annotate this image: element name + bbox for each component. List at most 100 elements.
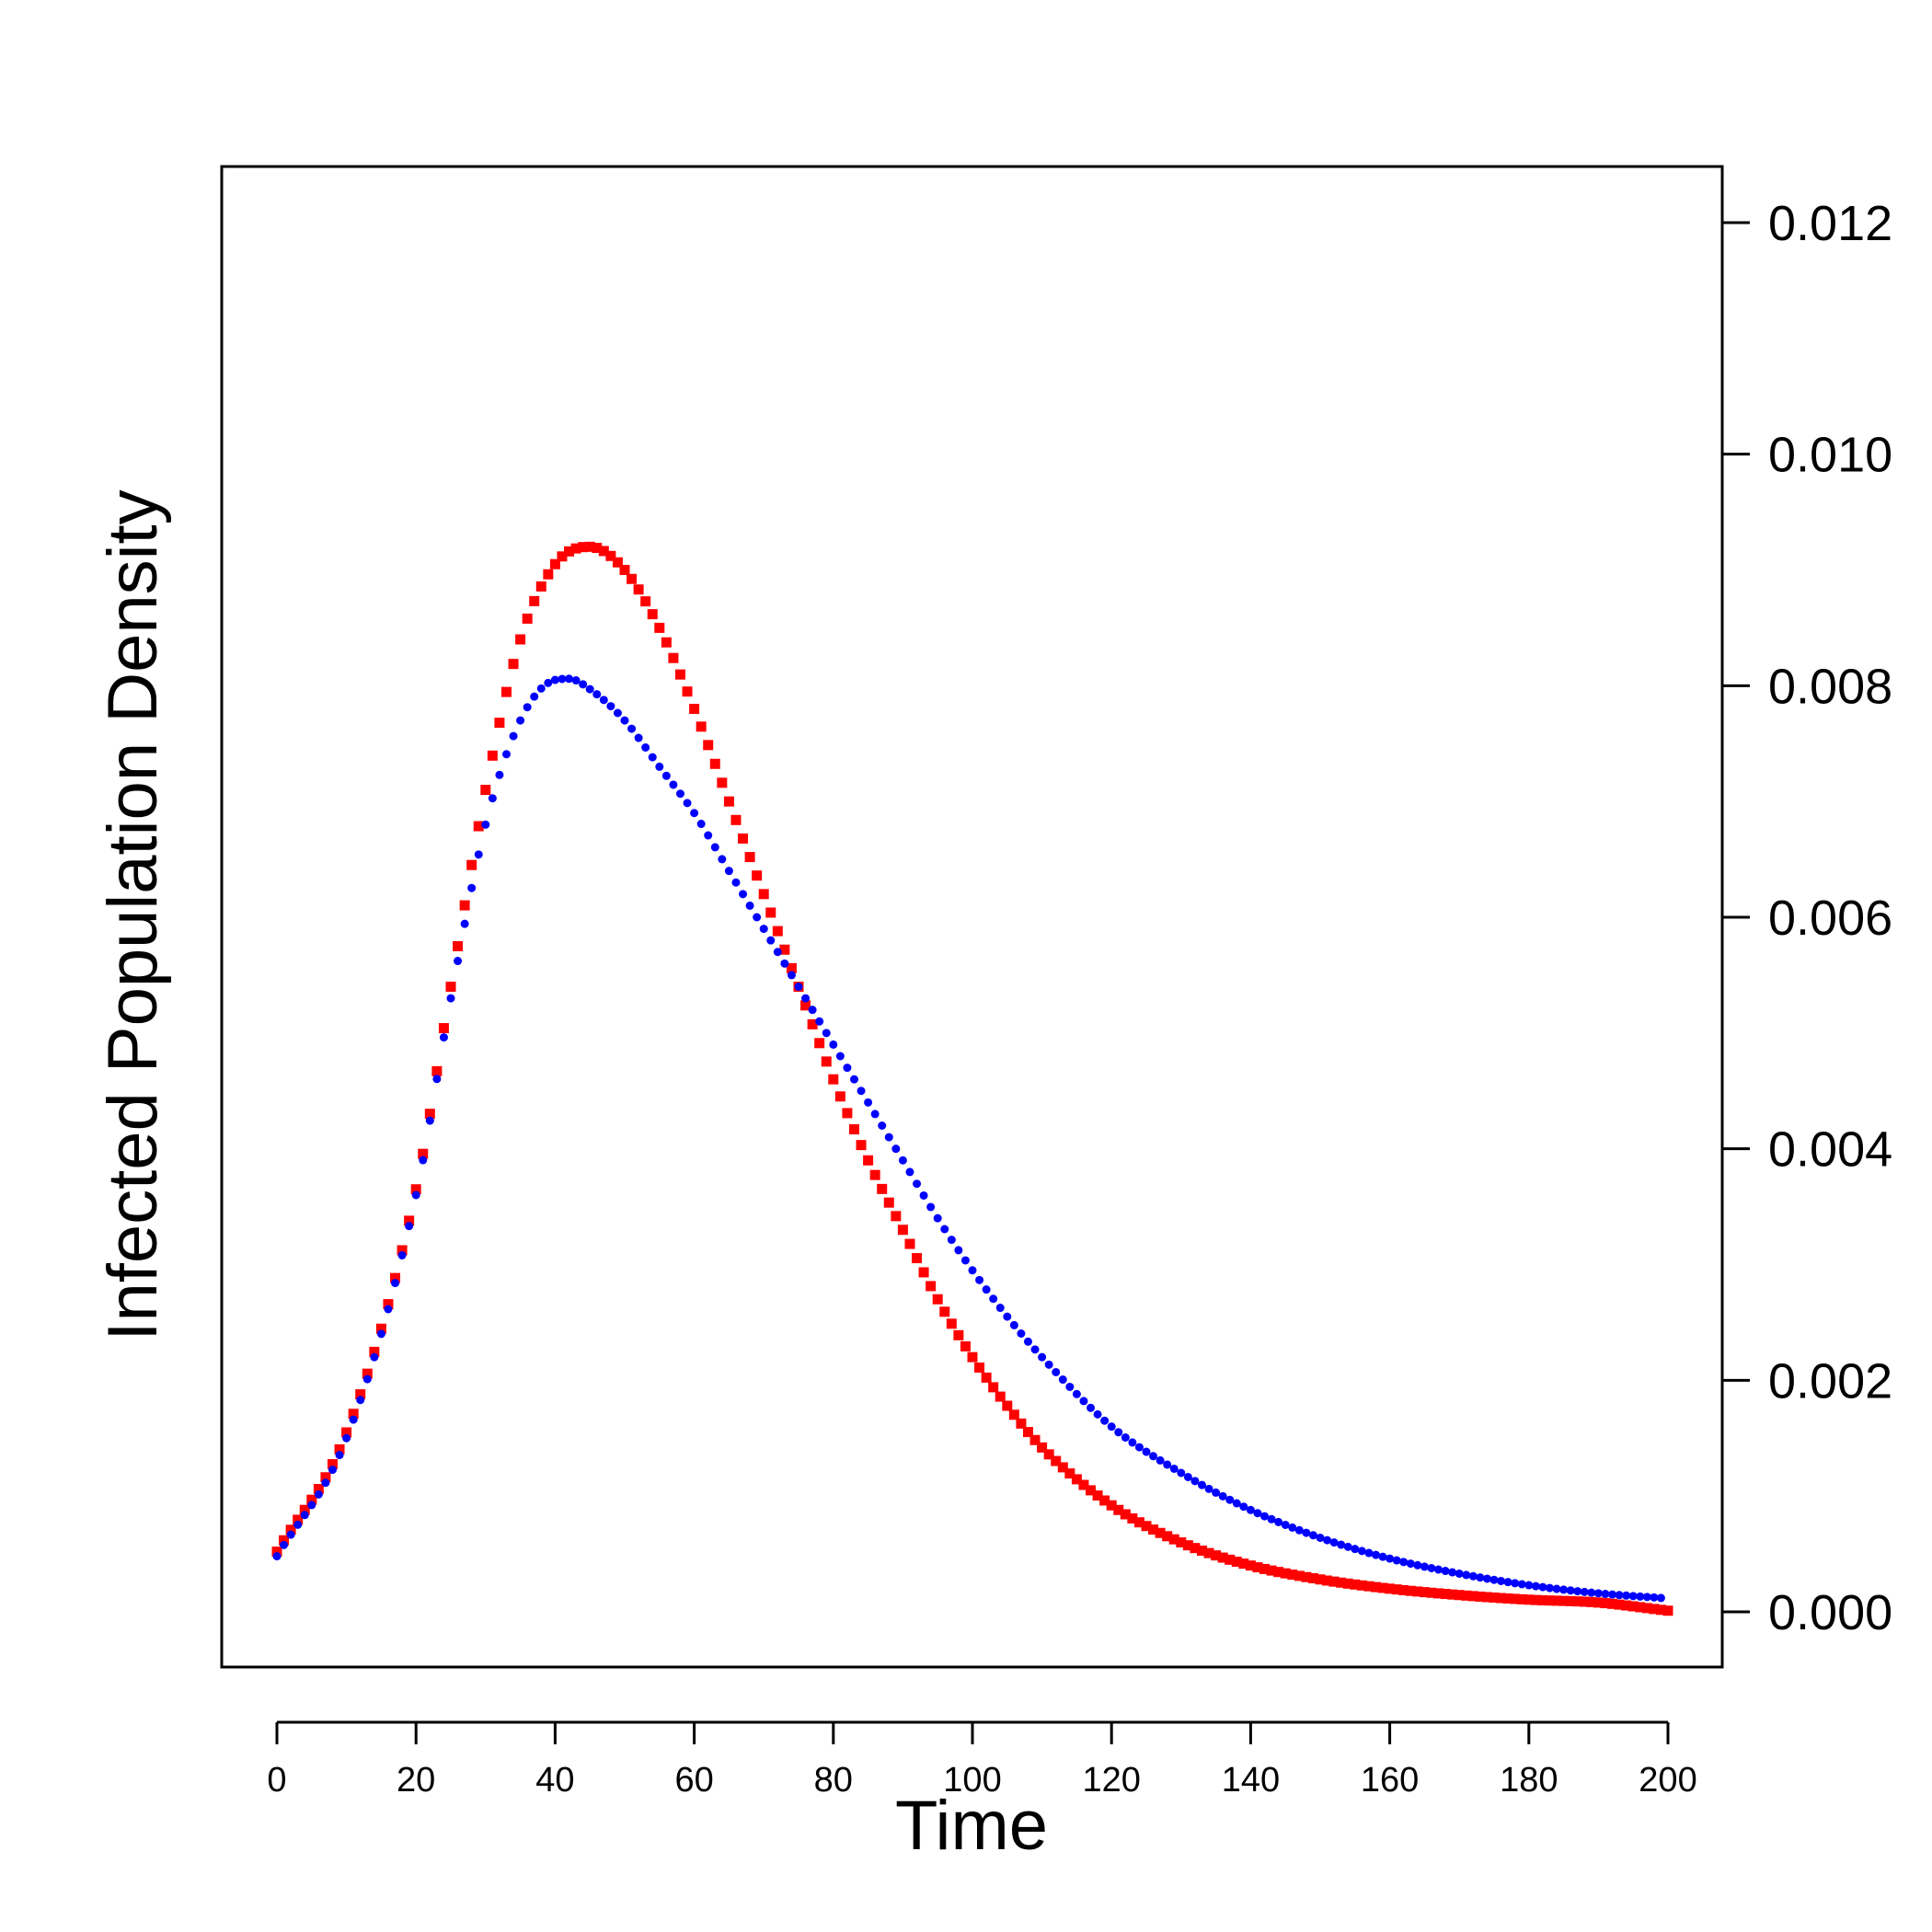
data-point-blue xyxy=(356,1396,365,1405)
data-point-red xyxy=(1252,1562,1263,1573)
data-point-red xyxy=(1627,1601,1639,1612)
data-point-blue xyxy=(634,733,643,742)
data-point-blue xyxy=(753,913,762,922)
data-point-red xyxy=(279,1535,290,1546)
data-point-red xyxy=(1002,1400,1013,1411)
data-point-blue xyxy=(1545,1583,1554,1593)
data-point-blue xyxy=(661,771,671,780)
data-point-red xyxy=(1141,1521,1152,1532)
data-point-blue xyxy=(808,1006,817,1015)
data-point-blue xyxy=(1058,1375,1067,1385)
data-point-red xyxy=(1363,1581,1374,1592)
data-point-red xyxy=(1287,1570,1298,1581)
data-point-blue xyxy=(995,1304,1005,1313)
data-point-red xyxy=(738,833,749,844)
data-point-blue xyxy=(731,878,741,887)
data-point-blue xyxy=(425,1116,434,1125)
data-point-red xyxy=(369,1346,380,1357)
data-point-blue xyxy=(467,883,477,892)
data-point-red xyxy=(473,821,484,832)
data-point-red xyxy=(375,1323,386,1334)
data-point-blue xyxy=(1517,1580,1526,1589)
data-point-red xyxy=(1259,1563,1271,1574)
data-point-red xyxy=(1391,1584,1402,1595)
data-point-blue xyxy=(370,1352,379,1362)
y-tick-label: 0.010 xyxy=(1768,428,1892,483)
x-axis: 0 20 40 60 80 100 120 140 160 180 200 xyxy=(267,1720,1697,1800)
data-point-red xyxy=(1489,1593,1500,1604)
data-point-red xyxy=(362,1368,373,1379)
data-point-blue xyxy=(516,716,525,725)
data-point-red xyxy=(1544,1595,1555,1606)
data-point-blue xyxy=(1587,1588,1596,1597)
data-point-red xyxy=(765,907,776,918)
data-point-red xyxy=(912,1253,923,1264)
x-tick-label: 160 xyxy=(1361,1761,1419,1800)
data-point-red xyxy=(1461,1590,1472,1601)
data-point-blue xyxy=(460,919,469,928)
data-point-blue xyxy=(1260,1512,1270,1521)
data-point-blue xyxy=(613,708,622,718)
data-point-blue xyxy=(1622,1591,1631,1600)
data-point-red xyxy=(397,1245,408,1256)
data-point-red xyxy=(1426,1587,1437,1598)
data-point-red xyxy=(814,1038,825,1049)
data-point-blue xyxy=(787,971,796,980)
data-point-red xyxy=(299,1504,310,1515)
data-point-red xyxy=(730,814,742,825)
data-point-blue xyxy=(328,1466,337,1475)
data-point-blue xyxy=(648,753,657,762)
data-point-blue xyxy=(1239,1502,1248,1512)
data-point-blue xyxy=(683,799,692,808)
data-point-blue xyxy=(947,1236,956,1245)
data-point-blue xyxy=(405,1222,414,1231)
data-point-red xyxy=(661,637,672,648)
data-point-red xyxy=(487,750,498,761)
data-point-red xyxy=(752,870,763,881)
data-point-blue xyxy=(391,1279,400,1288)
x-tick-label: 20 xyxy=(397,1761,435,1800)
x-tick-label: 140 xyxy=(1222,1761,1280,1800)
data-point-red xyxy=(619,565,630,575)
data-point-blue xyxy=(1511,1579,1520,1588)
data-point-blue xyxy=(376,1329,385,1339)
data-point-red xyxy=(1607,1598,1618,1609)
data-point-blue xyxy=(1427,1564,1436,1573)
data-point-red xyxy=(431,1065,443,1076)
data-point-red xyxy=(1385,1583,1396,1594)
data-point-blue xyxy=(620,716,629,725)
data-point-blue xyxy=(1246,1505,1255,1514)
data-point-blue xyxy=(1364,1548,1374,1558)
data-point-blue xyxy=(585,684,594,694)
data-point-blue xyxy=(1288,1523,1297,1532)
data-point-red xyxy=(584,541,595,552)
data-point-blue xyxy=(411,1190,420,1200)
data-point-red xyxy=(1086,1485,1097,1496)
data-point-blue xyxy=(1017,1328,1026,1338)
data-point-blue xyxy=(1212,1488,1221,1497)
data-point-blue xyxy=(599,696,608,705)
data-point-blue xyxy=(1351,1545,1360,1554)
data-point-blue xyxy=(1316,1533,1325,1542)
data-point-red xyxy=(1579,1596,1590,1607)
data-point-red xyxy=(1064,1468,1075,1479)
x-tick-label: 180 xyxy=(1500,1761,1558,1800)
data-point-red xyxy=(1593,1597,1604,1608)
data-point-red xyxy=(1231,1557,1242,1568)
data-point-red xyxy=(612,557,623,568)
data-point-blue xyxy=(940,1225,949,1234)
data-point-blue xyxy=(675,789,684,799)
data-point-blue xyxy=(1079,1397,1088,1406)
data-point-red xyxy=(522,613,533,624)
data-point-red xyxy=(515,634,526,645)
data-point-blue xyxy=(1134,1443,1144,1452)
data-point-red xyxy=(1600,1598,1611,1609)
data-point-red xyxy=(438,1023,449,1034)
data-point-blue xyxy=(550,675,559,684)
data-point-blue xyxy=(1656,1593,1665,1603)
data-point-blue xyxy=(606,702,615,711)
data-point-blue xyxy=(272,1552,282,1561)
data-point-red xyxy=(1113,1504,1124,1515)
data-point-blue xyxy=(794,983,803,991)
